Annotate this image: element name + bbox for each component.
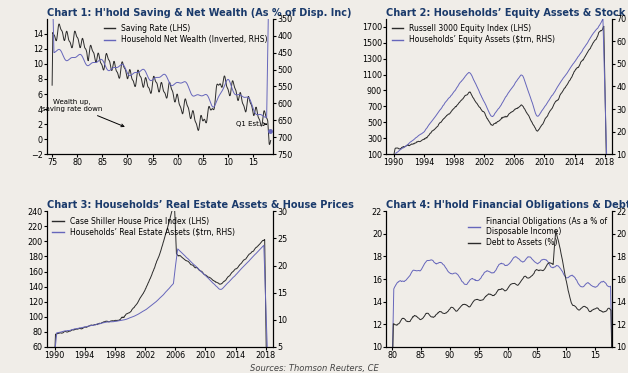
Text: Chart 1: H'hold Saving & Net Wealth (As % of Disp. Inc): Chart 1: H'hold Saving & Net Wealth (As … [47, 8, 352, 18]
Text: Chart 3: Households’ Real Estate Assets & House Prices: Chart 3: Households’ Real Estate Assets … [47, 200, 354, 210]
Text: Wealth up,
saving rate down: Wealth up, saving rate down [42, 99, 124, 127]
Legend: Financial Obligations (As a % of
Disposable Income), Debt to Assets (%): Financial Obligations (As a % of Disposa… [467, 215, 609, 249]
Legend: Saving Rate (LHS), Household Net Wealth (Inverted, RHS): Saving Rate (LHS), Household Net Wealth … [102, 22, 269, 46]
Text: Chart 2: Households’ Equity Assets & Stock Market: Chart 2: Households’ Equity Assets & Sto… [386, 8, 628, 18]
Legend: Russell 3000 Equity Index (LHS), Households’ Equity Assets ($trn, RHS): Russell 3000 Equity Index (LHS), Househo… [390, 22, 556, 46]
Legend: Case Shiller House Price Index (LHS), Households’ Real Estate Assets ($trn, RHS): Case Shiller House Price Index (LHS), Ho… [51, 215, 237, 238]
Text: Chart 4: H'hold Financial Obligations & Debt To Assets: Chart 4: H'hold Financial Obligations & … [386, 200, 628, 210]
Text: Sources: Thomson Reuters, CE: Sources: Thomson Reuters, CE [249, 364, 379, 373]
Text: Q1 Est.: Q1 Est. [236, 121, 266, 127]
